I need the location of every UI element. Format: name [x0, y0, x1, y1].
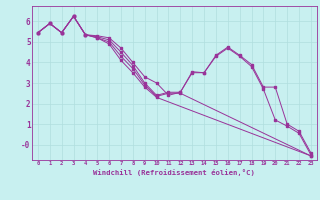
- X-axis label: Windchill (Refroidissement éolien,°C): Windchill (Refroidissement éolien,°C): [93, 169, 255, 176]
